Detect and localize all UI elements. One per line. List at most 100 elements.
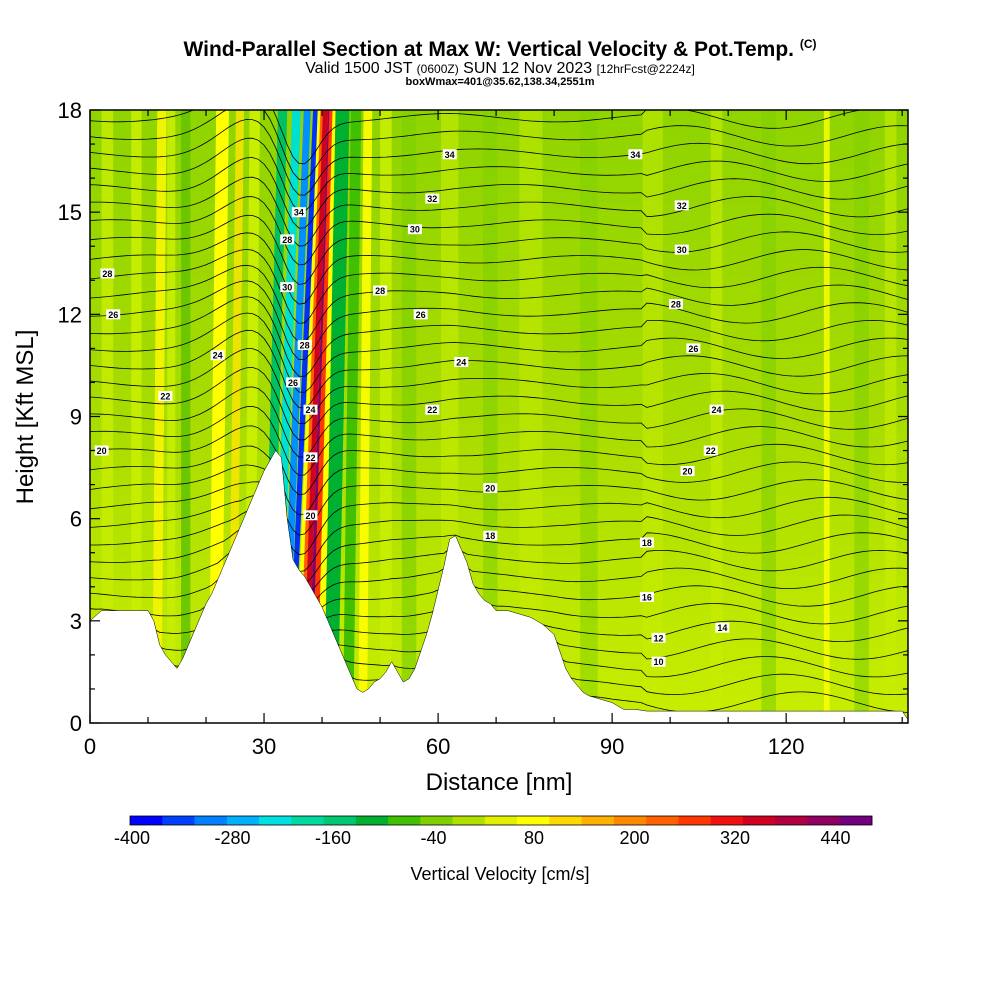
theta-contour-label: 30 [280, 282, 295, 293]
contour-label-text: 30 [410, 225, 420, 235]
contour-label-text: 22 [160, 392, 170, 402]
theta-contour-label: 24 [303, 404, 318, 415]
contour-label-text: 28 [671, 300, 681, 310]
colorbar-swatch [452, 816, 486, 825]
x-tick-label: 30 [252, 734, 276, 759]
theta-contour-label: 20 [483, 483, 498, 494]
colorbar: -400 -280 -160 -40 80 200 320 440 [114, 815, 873, 848]
theta-contour-line [90, 522, 908, 598]
theta-contour-label: 28 [373, 285, 388, 296]
field-band [101, 110, 114, 723]
contour-label-text: 32 [677, 201, 687, 211]
theta-contour-label: 22 [303, 452, 318, 463]
theta-contour-line [90, 264, 908, 343]
chart-subtitle: Valid 1500 JST (0600Z) SUN 12 Nov 2023 [… [0, 60, 1000, 78]
theta-contour-label: 26 [106, 309, 121, 320]
theta-contour-label: 28 [297, 339, 312, 350]
contour-label-text: 34 [630, 150, 640, 160]
contour-label-bg [158, 391, 173, 402]
theta-contour-label: 32 [425, 193, 440, 204]
contour-label-text: 26 [688, 344, 698, 354]
theta-contour-line [90, 445, 908, 516]
velocity-field [101, 110, 897, 723]
contour-label-bg [280, 234, 295, 245]
x-axis: 0 30 60 90 120 [84, 110, 903, 759]
contour-label-bg [291, 207, 306, 218]
contour-label-bg [709, 404, 724, 415]
theta-contour-line [90, 248, 908, 324]
contour-label-text: 30 [677, 245, 687, 255]
colorbar-swatch [517, 816, 550, 825]
field-band [580, 110, 598, 723]
colorbar-swatch [388, 816, 421, 825]
contour-label-bg [703, 445, 718, 456]
theta-contour-line [90, 348, 908, 425]
contour-label-text: 26 [288, 378, 298, 388]
colorbar-label: -160 [315, 828, 351, 848]
contour-label-text: 24 [712, 405, 722, 415]
theta-contour-label: 14 [715, 622, 730, 633]
colorbar-swatch [130, 816, 163, 825]
plot-area: 34 34 32 32 34 30 30 28 28 28 28 26 26 26 30 28 24 24 26 22… [90, 110, 908, 723]
contour-label-bg [651, 632, 666, 643]
colorbar-swatch [549, 816, 582, 825]
contour-label-bg [668, 299, 683, 310]
colorbar-label: -400 [114, 828, 150, 848]
contour-label-bg [425, 193, 440, 204]
contour-label-bg [280, 282, 295, 293]
theta-contour-label: 20 [94, 445, 109, 456]
field-band [167, 110, 176, 723]
contour-label-text: 22 [706, 446, 716, 456]
contour-label-text: 30 [282, 283, 292, 293]
contour-label-text: 28 [375, 286, 385, 296]
contour-label-text: 32 [427, 194, 437, 204]
contour-label-bg [94, 445, 109, 456]
field-band [519, 110, 543, 723]
contour-label-bg [297, 339, 312, 350]
field-band [302, 110, 329, 723]
theta-contour-line [90, 405, 908, 476]
contour-label-text: 26 [108, 310, 118, 320]
theta-contour-label: 30 [674, 244, 689, 255]
y-tick-label: 12 [58, 302, 82, 327]
theta-contour-line [90, 536, 908, 609]
contour-label-bg [442, 149, 457, 160]
field-band [642, 110, 663, 723]
theta-contour-line [90, 296, 908, 377]
theta-contour-label: 30 [407, 224, 422, 235]
colorbar-swatch [291, 816, 324, 825]
contour-label-bg [425, 404, 440, 415]
field-band [761, 110, 777, 723]
contour-label-text: 24 [213, 351, 223, 361]
colorbar-label: -280 [214, 828, 250, 848]
contour-label-text: 10 [654, 657, 664, 667]
theta-contour-label: 34 [291, 207, 306, 218]
contour-label-bg [407, 224, 422, 235]
y-tick-label: 9 [70, 405, 82, 430]
colorbar-swatch [484, 816, 518, 825]
contour-label-text: 22 [427, 405, 437, 415]
field-band [358, 110, 373, 723]
field-band [854, 110, 869, 723]
theta-contour-line [90, 481, 908, 556]
field-band [323, 110, 350, 723]
colorbar-label: 200 [619, 828, 649, 848]
contour-label-bg [628, 149, 643, 160]
colorbar-swatch [775, 816, 808, 825]
y-axis: 0 3 6 9 12 15 18 [58, 98, 908, 736]
colorbar-swatch [839, 816, 873, 825]
contour-label-text: 24 [305, 405, 315, 415]
colorbar-swatch [613, 816, 647, 825]
contour-label-text: 20 [683, 466, 693, 476]
contour-label-bg [651, 656, 666, 667]
contour-label-bg [686, 343, 701, 354]
theta-contour-label: 26 [686, 343, 701, 354]
theta-contour-label: 10 [651, 656, 666, 667]
contour-label-text: 34 [294, 208, 304, 218]
contour-label-text: 28 [300, 340, 310, 350]
colorbar-title: Vertical Velocity [cm/s] [410, 864, 589, 884]
theta-contour-label: 22 [425, 404, 440, 415]
theta-contour-label: 32 [674, 200, 689, 211]
theta-contour-label: 20 [303, 510, 318, 521]
